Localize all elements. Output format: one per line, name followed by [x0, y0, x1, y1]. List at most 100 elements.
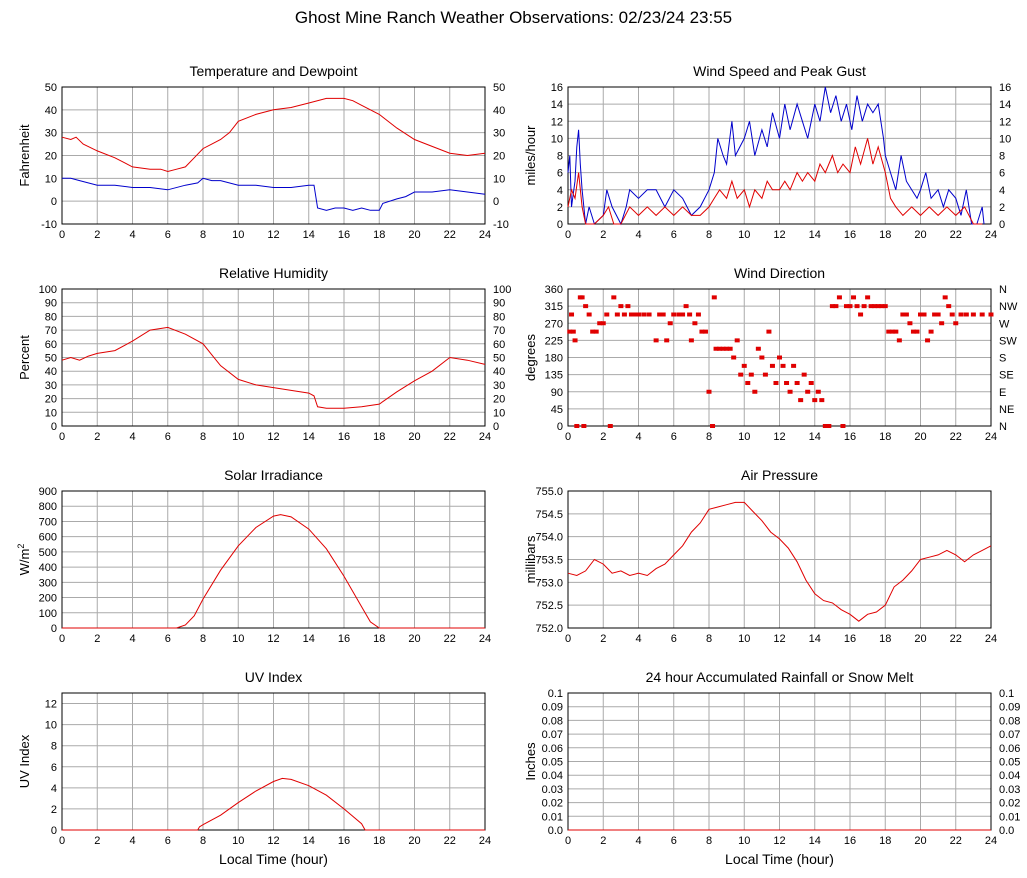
x-tick-label: 10 [232, 431, 244, 443]
x-tick-label: 20 [408, 835, 420, 847]
x-tick-label: 6 [165, 431, 171, 443]
data-point [710, 424, 716, 428]
y-tick-label: 300 [39, 577, 57, 589]
y-tick-label: 360 [545, 284, 563, 296]
x-tick-label: 8 [200, 633, 206, 645]
x-tick-label: 24 [985, 633, 997, 645]
x-tick-label: 8 [706, 431, 712, 443]
y-tick-label: 90 [45, 298, 57, 310]
y-tick-label: 70 [45, 325, 57, 337]
y-right-tick-label: 4 [999, 185, 1005, 197]
x-tick-label: 10 [738, 835, 750, 847]
data-point [590, 329, 596, 334]
y-axis-label: UV Index [17, 734, 32, 788]
data-point [918, 312, 923, 317]
y-axis-label: Inches [523, 742, 538, 781]
data-point [826, 424, 832, 428]
y-tick-label: 100 [39, 608, 57, 620]
x-tick-label: 18 [373, 633, 385, 645]
data-point [724, 346, 730, 351]
data-point [928, 329, 934, 334]
y-tick-label: 0.03 [542, 784, 563, 796]
data-point [687, 312, 693, 317]
data-point [840, 424, 846, 428]
y-right-tick-label: 0.1 [999, 688, 1014, 700]
data-point [574, 424, 580, 428]
x-tick-label: 16 [844, 633, 856, 645]
y-right-tick-label: 0.0 [999, 825, 1014, 837]
y-tick-label: 900 [39, 486, 57, 498]
chart-title: Relative Humidity [219, 265, 328, 281]
y-tick-label: 20 [45, 151, 57, 163]
y-right-tick-label: 40 [493, 366, 505, 378]
data-point [801, 372, 807, 377]
y-tick-label: 135 [545, 370, 563, 382]
x-tick-label: 16 [338, 229, 350, 241]
y-tick-label: 755.0 [535, 486, 563, 498]
y-tick-label: 50 [45, 353, 57, 365]
x-tick-label: 22 [444, 431, 456, 443]
y-tick-label: 0.05 [542, 757, 563, 769]
data-point [903, 312, 909, 317]
data-point [625, 304, 631, 309]
chart-title: Temperature and Dewpoint [189, 63, 357, 79]
data-point [791, 363, 797, 368]
data-point [865, 295, 871, 300]
y-tick-label: 50 [45, 82, 57, 94]
x-tick-label: 4 [635, 633, 641, 645]
y-tick-label: 0 [51, 421, 57, 433]
data-point [946, 304, 952, 309]
y-tick-label: 0 [557, 219, 563, 231]
plot-frame [61, 490, 486, 629]
y-right-tick-label: 50 [493, 82, 505, 94]
data-point [822, 424, 828, 428]
x-tick-label: 4 [129, 633, 135, 645]
y-right-tick-label: 8 [999, 151, 1005, 163]
y-right-tick-label: 10 [999, 133, 1011, 145]
x-axis-label: Local Time (hour) [219, 851, 328, 867]
y-right-label: W [999, 318, 1010, 330]
chart-title: Wind Speed and Peak Gust [693, 63, 866, 79]
chart-title: UV Index [245, 669, 303, 685]
y-right-tick-label: 10 [493, 407, 505, 419]
x-tick-label: 24 [479, 835, 491, 847]
data-point [621, 312, 627, 317]
data-point [787, 389, 793, 394]
y-right-tick-label: 30 [493, 380, 505, 392]
y-right-label: N [999, 421, 1007, 433]
y-tick-label: 0 [51, 196, 57, 208]
y-right-tick-label: 10 [493, 173, 505, 185]
y-tick-label: 4 [51, 783, 57, 795]
data-point [688, 338, 694, 343]
y-tick-label: 400 [39, 562, 57, 574]
data-point [604, 312, 610, 317]
y-right-tick-label: 0.03 [999, 784, 1020, 796]
y-right-label: S [999, 353, 1006, 365]
y-right-tick-label: 40 [493, 105, 505, 117]
y-tick-label: 90 [551, 387, 563, 399]
y-right-tick-label: 0 [999, 219, 1005, 231]
y-tick-label: 40 [45, 105, 57, 117]
data-point [636, 312, 641, 317]
x-tick-label: 4 [635, 229, 641, 241]
series-line-1 [567, 86, 985, 226]
y-right-label: NW [999, 301, 1018, 313]
data-point [925, 338, 931, 343]
data-point [586, 312, 592, 317]
data-point [893, 329, 899, 334]
y-right-tick-label: -10 [493, 219, 509, 231]
x-tick-label: 8 [200, 431, 206, 443]
data-point [727, 346, 733, 351]
y-tick-label: 200 [39, 593, 57, 605]
x-tick-label: 18 [373, 835, 385, 847]
plot-frame [567, 490, 992, 629]
y-tick-label: 30 [45, 128, 57, 140]
data-point [812, 398, 818, 403]
plot-frame [61, 288, 486, 427]
data-point [836, 295, 842, 300]
y-tick-label: 100 [39, 284, 57, 296]
data-point [671, 312, 677, 317]
series-line-2 [62, 177, 486, 211]
x-tick-label: 24 [985, 229, 997, 241]
